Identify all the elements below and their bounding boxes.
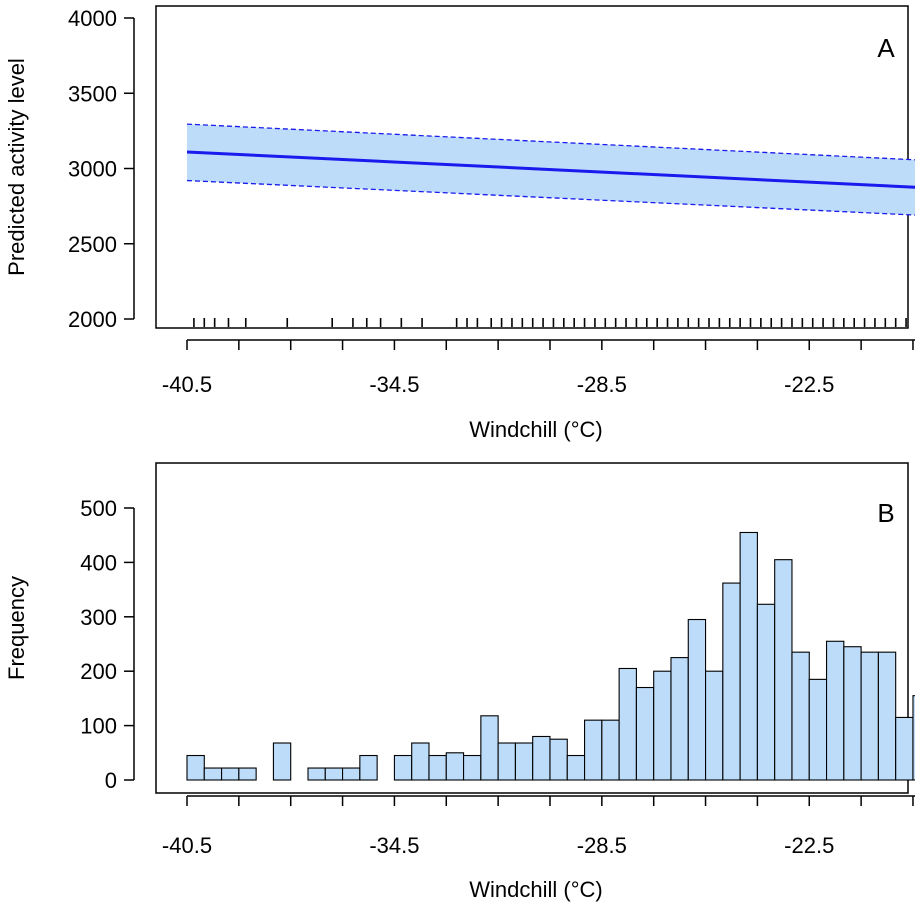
histogram-bar [860,651,879,781]
histogram-bar [445,752,465,781]
y-tick-label: 300 [80,605,117,630]
panel-a-x-axis-title: Windchill (°C) [469,417,602,442]
x-tick-label: -28.5 [577,372,627,397]
panel-a-y-axis-title: Predicted activity level [4,58,29,276]
histogram-bar [221,767,240,781]
histogram-bar [808,678,828,781]
histogram-bar [912,695,915,781]
histogram-bar [756,603,776,781]
histogram-bar [393,754,413,781]
x-tick-label: -22.5 [784,833,834,858]
histogram-bar [566,754,586,781]
histogram-bar [877,651,897,781]
histogram-bar [324,767,344,781]
lower-bound-line [186,179,915,216]
histogram-bar [238,767,257,781]
y-tick-label: 2500 [68,232,117,257]
rug-marks [193,318,907,327]
panel-a-x-axis: -40.5-34.5-28.5-22.5-16.5-10.5-4.5 [162,339,915,397]
panel-a-confidence-band [186,123,915,216]
histogram-bar [203,767,223,781]
y-tick-label: 2000 [68,307,117,332]
panel-b-label: B [877,498,894,528]
panel-b-x-axis: -40.5-34.5-28.5-22.5-16.5-10.5-4.5 [162,795,915,858]
y-tick-label: 0 [105,768,117,793]
histogram-bar [791,651,810,781]
histogram-bar [653,670,672,781]
histogram-bar [549,738,568,781]
x-tick-label: -34.5 [369,372,419,397]
histogram-bar [601,719,620,781]
y-tick-label: 3500 [68,81,117,106]
histogram-bar [463,754,482,781]
x-tick-label: -40.5 [162,833,212,858]
panel-b-plot-box [155,462,909,794]
histogram-bar [843,646,862,781]
histogram-bar [359,754,378,781]
histogram-bar [428,754,447,781]
histogram-bar [774,559,793,781]
histogram-bar [307,767,326,781]
histogram-bar [895,716,914,781]
histogram-bars [186,531,915,781]
y-tick-label: 4000 [68,6,117,31]
x-tick-label: -22.5 [784,372,834,397]
panel-b-y-axis-title: Frequency [4,576,29,680]
histogram-bar [739,531,758,781]
panel-b-x-axis-title: Windchill (°C) [469,877,602,902]
fitted-line [186,150,915,189]
histogram-bar [342,767,361,781]
y-tick-label: 100 [80,714,117,739]
panel-a-y-axis: 2000 2500 3000 3500 4000 [68,6,135,332]
x-tick-label: -34.5 [369,833,419,858]
upper-bound-line [186,123,915,161]
histogram-bar [687,618,707,781]
histogram-bar [825,640,845,781]
histogram-bar [480,715,499,781]
histogram-bar [635,686,655,781]
histogram-bar [532,735,551,781]
y-tick-label: 3000 [68,157,117,182]
histogram-bar [618,667,637,781]
histogram-bar [584,719,603,781]
histogram-bar [272,742,292,781]
histogram-bar [670,657,689,781]
histogram-bar [497,742,516,781]
histogram-bar [411,742,430,781]
histogram-bar [704,670,724,781]
histogram-bar [514,742,534,781]
histogram-bar [186,754,205,781]
panel-b-y-axis: 0 100 200 300 400 500 [80,496,135,793]
panel-a-predicted-activity: 2000 2500 3000 3500 4000 -40.5 -34.5 -28.5 -22.… [4,5,915,442]
histogram-bar [722,582,741,781]
y-tick-label: 200 [80,659,117,684]
panel-a-label: A [877,33,895,63]
x-tick-label: -40.5 [162,372,212,397]
x-tick-label: -28.5 [577,833,627,858]
y-tick-label: 500 [80,496,117,521]
y-tick-label: 400 [80,550,117,575]
